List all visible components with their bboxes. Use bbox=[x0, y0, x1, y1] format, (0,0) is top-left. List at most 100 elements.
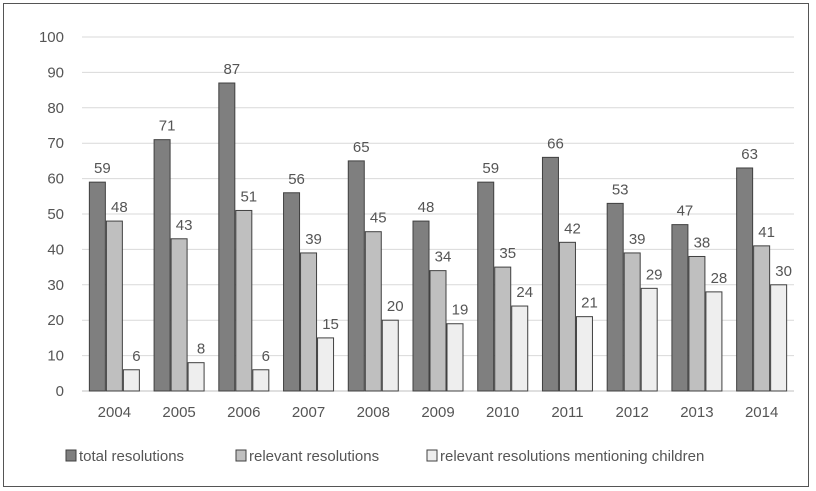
x-tick-label: 2014 bbox=[745, 404, 778, 421]
data-label: 43 bbox=[176, 217, 193, 234]
bars bbox=[88, 82, 788, 392]
y-tick-label: 0 bbox=[56, 383, 64, 400]
data-label: 71 bbox=[159, 118, 176, 135]
bar-2010-series-2 bbox=[511, 305, 529, 392]
data-label: 30 bbox=[775, 263, 792, 280]
x-tick-label: 2006 bbox=[227, 404, 260, 421]
bar-2014-series-0 bbox=[736, 167, 754, 392]
bar-2013-series-0 bbox=[671, 224, 689, 392]
data-label: 6 bbox=[262, 348, 270, 365]
bar-2007-series-1 bbox=[300, 252, 318, 392]
bar-2009-series-1 bbox=[429, 270, 447, 392]
y-tick-label: 40 bbox=[47, 241, 64, 258]
data-label: 59 bbox=[482, 160, 499, 177]
bar-2011-series-0 bbox=[541, 156, 559, 392]
data-label: 19 bbox=[452, 302, 469, 319]
data-label: 21 bbox=[581, 295, 598, 312]
bar-2004-series-1 bbox=[105, 220, 123, 392]
bar-2006-series-0 bbox=[218, 82, 236, 392]
data-labels: 59 48 6 71 43 8 87 51 6 56 39 15 65 45 20 48 34 19 59 35 24 6… bbox=[94, 61, 792, 365]
legend-swatch bbox=[426, 449, 438, 462]
x-tick-label: 2012 bbox=[615, 404, 648, 421]
legend-swatch bbox=[65, 449, 77, 462]
y-tick-label: 80 bbox=[47, 100, 64, 117]
x-tick-label: 2008 bbox=[357, 404, 390, 421]
bar-2004-series-2 bbox=[122, 369, 140, 392]
bar-2009-series-2 bbox=[446, 323, 464, 392]
bar-2005-series-1 bbox=[170, 238, 188, 392]
x-tick-label: 2005 bbox=[162, 404, 195, 421]
bar-2010-series-1 bbox=[494, 266, 512, 392]
data-label: 34 bbox=[435, 249, 452, 266]
bar-2008-series-0 bbox=[347, 160, 365, 392]
data-label: 48 bbox=[111, 199, 128, 216]
data-label: 87 bbox=[223, 61, 240, 78]
bar-2014-series-1 bbox=[753, 245, 771, 392]
data-label: 38 bbox=[694, 234, 711, 251]
x-tick-label: 2009 bbox=[421, 404, 454, 421]
data-label: 6 bbox=[132, 348, 140, 365]
x-tick-label: 2007 bbox=[292, 404, 325, 421]
data-label: 65 bbox=[353, 139, 370, 156]
bar-2009-series-0 bbox=[412, 220, 430, 392]
legend-label: relevant resolutions bbox=[249, 448, 379, 465]
data-label: 20 bbox=[387, 298, 404, 315]
data-label: 51 bbox=[240, 188, 257, 205]
bar-2012-series-1 bbox=[623, 252, 641, 392]
bar-2005-series-2 bbox=[187, 362, 205, 392]
bar-2013-series-1 bbox=[688, 255, 706, 392]
y-tick-label: 70 bbox=[47, 135, 64, 152]
data-label: 59 bbox=[94, 160, 111, 177]
data-label: 39 bbox=[305, 231, 322, 248]
data-label: 47 bbox=[677, 203, 694, 220]
bar-2006-series-1 bbox=[235, 209, 253, 392]
bar-2011-series-1 bbox=[558, 241, 576, 392]
y-tick-label: 10 bbox=[47, 348, 64, 365]
bar-2005-series-0 bbox=[153, 139, 171, 392]
y-tick-label: 100 bbox=[39, 29, 64, 46]
data-label: 42 bbox=[564, 220, 581, 237]
data-label: 53 bbox=[612, 181, 629, 198]
bar-2008-series-2 bbox=[381, 319, 399, 392]
x-tick-label: 2011 bbox=[551, 404, 583, 421]
bar-2010-series-0 bbox=[477, 181, 495, 392]
legend-label: total resolutions bbox=[79, 448, 184, 465]
data-label: 24 bbox=[516, 284, 533, 301]
data-label: 45 bbox=[370, 210, 387, 227]
data-label: 41 bbox=[758, 224, 775, 241]
data-label: 28 bbox=[711, 270, 728, 287]
legend-swatch bbox=[235, 449, 247, 462]
bar-2011-series-2 bbox=[575, 316, 593, 392]
bar-2004-series-0 bbox=[88, 181, 106, 392]
y-tick-label: 60 bbox=[47, 171, 64, 188]
data-label: 48 bbox=[418, 199, 435, 216]
data-label: 29 bbox=[646, 266, 663, 283]
x-tick-label: 2010 bbox=[486, 404, 519, 421]
bar-2014-series-2 bbox=[770, 284, 788, 392]
legend-label: relevant resolutions mentioning children bbox=[440, 448, 704, 465]
bar-2013-series-2 bbox=[705, 291, 723, 392]
bar-2008-series-1 bbox=[364, 231, 382, 392]
bar-2012-series-2 bbox=[640, 287, 658, 392]
data-label: 39 bbox=[629, 231, 646, 248]
data-label: 8 bbox=[197, 341, 205, 358]
data-label: 35 bbox=[499, 245, 516, 262]
y-tick-label: 50 bbox=[47, 206, 64, 223]
y-tick-label: 20 bbox=[47, 312, 64, 329]
y-axis: 0 10 20 30 40 50 60 70 80 90 100 bbox=[39, 29, 64, 400]
x-axis: 2004 2005 2006 2007 2008 2009 2010 2011 2012 2013… bbox=[98, 404, 779, 421]
x-tick-label: 2004 bbox=[98, 404, 131, 421]
bar-2006-series-2 bbox=[252, 369, 270, 392]
bar-2012-series-0 bbox=[606, 202, 624, 392]
y-tick-label: 30 bbox=[47, 277, 64, 294]
legend: total resolutions relevant resolutions rel… bbox=[65, 448, 704, 465]
bar-2007-series-0 bbox=[283, 192, 301, 392]
x-tick-label: 2013 bbox=[680, 404, 713, 421]
data-label: 63 bbox=[741, 146, 758, 163]
data-label: 56 bbox=[288, 171, 305, 188]
bar-2007-series-2 bbox=[317, 337, 335, 392]
y-tick-label: 90 bbox=[47, 64, 64, 81]
data-label: 15 bbox=[322, 316, 339, 333]
data-label: 66 bbox=[547, 135, 564, 152]
